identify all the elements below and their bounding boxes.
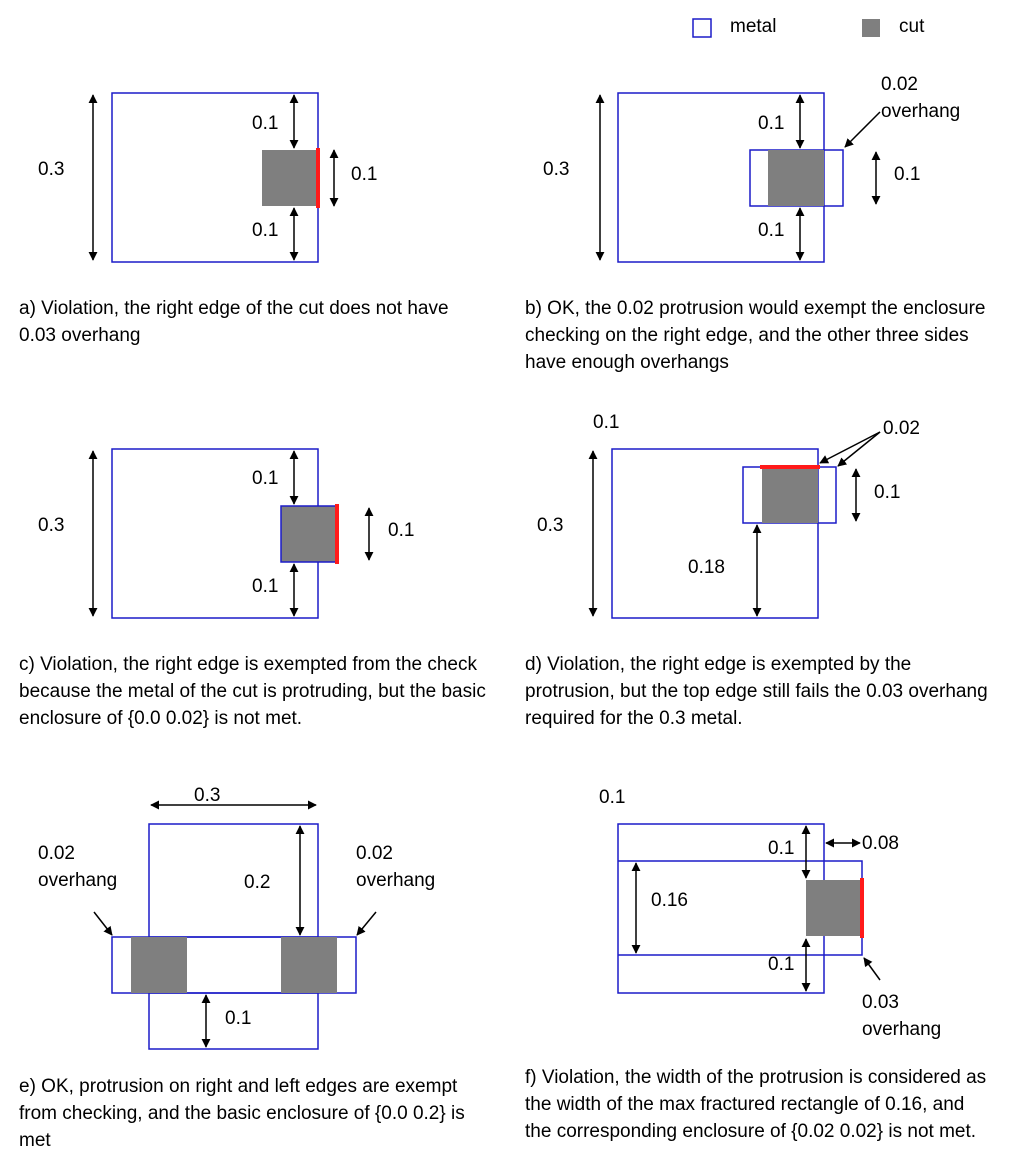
dimension-label: 0.1 bbox=[768, 838, 794, 859]
dimension-label: 0.1 bbox=[768, 954, 794, 975]
protrusion-shape bbox=[111, 936, 357, 994]
caption-c: c) Violation, the right edge is exempted… bbox=[19, 654, 486, 729]
dimension-label: 0.1 bbox=[593, 412, 619, 433]
annotation-label: overhang bbox=[881, 101, 960, 122]
leader-arrow bbox=[837, 431, 881, 467]
annotation-label: 0.02 bbox=[881, 74, 918, 95]
caption-a: a) Violation, the right edge of the cut … bbox=[19, 298, 449, 346]
cut-shape bbox=[131, 937, 187, 993]
panel-d: 0.1 0.3 0.02 0.1 0.18 bbox=[537, 412, 920, 619]
legend-cut-label: cut bbox=[899, 16, 925, 37]
legend: metal cut bbox=[692, 16, 925, 38]
caption-b: b) OK, the 0.02 protrusion would exempt … bbox=[525, 298, 986, 373]
leader-arrow bbox=[93, 911, 113, 936]
legend-metal-label: metal bbox=[730, 16, 776, 37]
caption-e: e) OK, protrusion on right and left edge… bbox=[19, 1076, 465, 1151]
dimension-label: 0.3 bbox=[38, 515, 64, 536]
dimension-label: 0.1 bbox=[252, 576, 278, 597]
annotation-label: overhang bbox=[356, 870, 435, 891]
dimension-label: 0.3 bbox=[38, 159, 64, 180]
dimension-label: 0.16 bbox=[651, 890, 688, 911]
dimension-label: 0.1 bbox=[758, 220, 784, 241]
dimension-label: 0.3 bbox=[194, 785, 220, 806]
dimension-label: 0.3 bbox=[537, 515, 563, 536]
cut-shape bbox=[262, 150, 318, 206]
annotation-label: 0.02 bbox=[38, 843, 75, 864]
leader-arrow bbox=[819, 431, 881, 464]
panel-e: 0.3 0.2 0.1 0.02 overhang 0.02 overhang bbox=[38, 785, 435, 1050]
dimension-label: 0.1 bbox=[388, 520, 414, 541]
cut-shape bbox=[768, 150, 824, 206]
leader-arrow bbox=[356, 911, 377, 936]
annotation-label: 0.02 bbox=[356, 843, 393, 864]
dimension-label: 0.1 bbox=[252, 113, 278, 134]
dimension-label: 0.3 bbox=[543, 159, 569, 180]
dimension-label: 0.1 bbox=[351, 164, 377, 185]
dimension-label: 0.1 bbox=[252, 220, 278, 241]
caption-d: d) Violation, the right edge is exempted… bbox=[525, 654, 988, 729]
dimension-label: 0.08 bbox=[862, 833, 899, 854]
leader-arrow bbox=[863, 957, 881, 981]
annotation-label: overhang bbox=[862, 1019, 941, 1040]
dimension-label: 0.1 bbox=[252, 468, 278, 489]
dimension-label: 0.2 bbox=[244, 872, 270, 893]
panel-b: 0.3 0.1 0.1 0.1 0.02 overhang bbox=[543, 74, 960, 263]
dimension-label: 0.1 bbox=[874, 482, 900, 503]
dimension-label: 0.1 bbox=[894, 164, 920, 185]
leader-arrow bbox=[844, 111, 881, 148]
annotation-label: overhang bbox=[38, 870, 117, 891]
caption-f: f) Violation, the width of the protrusio… bbox=[525, 1067, 987, 1142]
dimension-label: 0.1 bbox=[225, 1008, 251, 1029]
metal-shape bbox=[611, 448, 819, 619]
cut-shape bbox=[762, 467, 818, 523]
annotation-label: 0.03 bbox=[862, 992, 899, 1013]
metal-shape bbox=[148, 823, 319, 938]
cut-shape bbox=[281, 937, 337, 993]
cut-shape bbox=[281, 506, 337, 562]
panel-a: 0.3 0.1 0.1 0.1 bbox=[38, 92, 377, 263]
dimension-label: 0.18 bbox=[688, 557, 725, 578]
dimension-label: 0.1 bbox=[758, 113, 784, 134]
legend-metal-swatch bbox=[692, 18, 712, 38]
cut-shape bbox=[806, 880, 862, 936]
annotation-label: 0.02 bbox=[883, 418, 920, 439]
panel-c: 0.3 0.1 0.1 0.1 bbox=[38, 448, 414, 619]
panel-f: 0.1 0.1 0.08 0.16 0.1 0.03 overhang bbox=[599, 787, 941, 1040]
legend-cut-swatch bbox=[862, 19, 880, 37]
dimension-label: 0.1 bbox=[599, 787, 625, 808]
